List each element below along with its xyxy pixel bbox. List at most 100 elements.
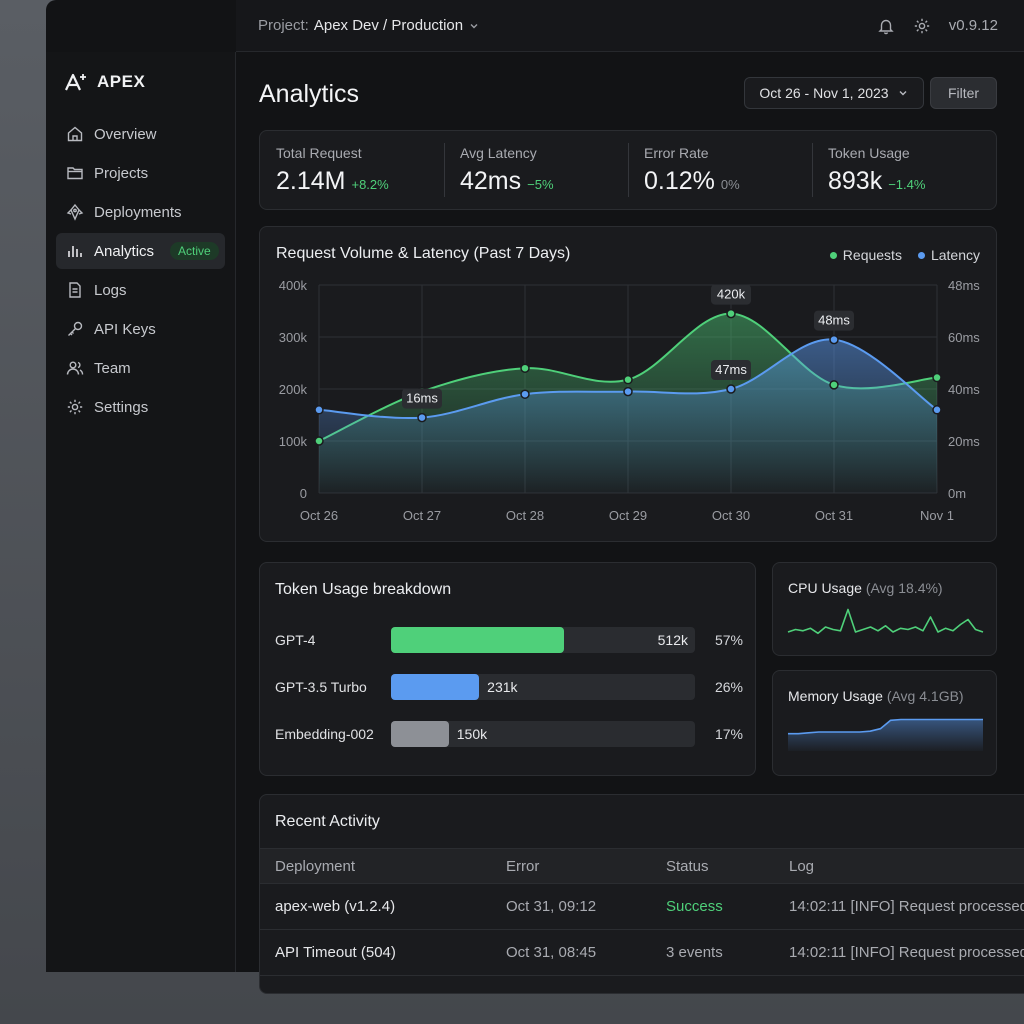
file-icon bbox=[69, 282, 81, 298]
column-header-status[interactable]: Status bbox=[666, 858, 709, 875]
token-bar-track: 231k bbox=[391, 674, 695, 700]
cpu-avg: (Avg 18.4%) bbox=[865, 580, 943, 596]
y-left-tick-label: 0 bbox=[300, 486, 307, 501]
stat-error-rate: Error Rate 0.12% 0% bbox=[628, 131, 812, 209]
sidebar: APEX Overview Projects Deployments Analy… bbox=[46, 52, 236, 972]
token-usage-title: Token Usage breakdown bbox=[275, 581, 452, 598]
cpu-title: CPU Usage bbox=[788, 580, 862, 596]
memory-usage-card: Memory Usage (Avg 4.1GB) bbox=[772, 670, 997, 776]
main-content: Analytics Oct 26 - Nov 1, 2023 Filter To… bbox=[236, 52, 1024, 994]
cell-log: 14:02:11 [INFO] Request processed bbox=[789, 944, 1024, 961]
sidebar-item-projects[interactable]: Projects bbox=[56, 155, 225, 191]
sidebar-item-overview[interactable]: Overview bbox=[56, 116, 225, 152]
chevron-down-icon bbox=[470, 23, 478, 28]
y-left-tick-label: 400k bbox=[279, 278, 308, 293]
data-point-requests bbox=[932, 372, 942, 383]
request-latency-chart-card: Request Volume & Latency (Past 7 Days) R… bbox=[259, 226, 997, 542]
column-header-error[interactable]: Error bbox=[506, 858, 540, 875]
column-header-deployment[interactable]: Deployment bbox=[275, 858, 356, 875]
gear-icon[interactable] bbox=[913, 17, 931, 35]
sidebar-item-label: Logs bbox=[94, 281, 127, 299]
cell-error: Oct 31, 09:12 bbox=[506, 898, 597, 915]
token-bar-fill bbox=[391, 721, 449, 747]
sidebar-item-analytics[interactable]: Analytics Active bbox=[56, 233, 225, 269]
stat-total-request: Total Request 2.14M +8.2% bbox=[260, 131, 444, 209]
cpu-usage-card: CPU Usage (Avg 18.4%) bbox=[772, 562, 997, 656]
app-logo[interactable]: APEX bbox=[46, 52, 235, 112]
annotation-label: 420k bbox=[717, 287, 746, 302]
token-usage-row: GPT-4 512k 57% bbox=[275, 626, 743, 654]
memory-sparkline-area bbox=[788, 719, 983, 751]
top-bar: Project: Apex Dev / Production v0.9.12 bbox=[236, 0, 1024, 52]
data-point-requests bbox=[623, 374, 633, 385]
data-point-latency bbox=[726, 384, 736, 394]
bar-chart-icon bbox=[68, 246, 82, 257]
stat-value: 42ms bbox=[460, 167, 522, 195]
annotation-box bbox=[711, 284, 751, 305]
filter-button[interactable]: Filter bbox=[930, 77, 997, 109]
memory-usage-title: Memory Usage (Avg 4.1GB) bbox=[788, 688, 964, 704]
apex-logo-icon bbox=[65, 73, 86, 91]
version-label: v0.9.12 bbox=[948, 17, 998, 34]
page-title: Analytics bbox=[259, 80, 360, 108]
legend-requests[interactable]: Requests bbox=[829, 247, 902, 263]
legend-dot-latency bbox=[917, 251, 925, 259]
y-right-tick-label: 40ms bbox=[948, 382, 980, 397]
bell-icon[interactable] bbox=[877, 17, 895, 35]
sidebar-item-label: Projects bbox=[94, 164, 149, 182]
sidebar-item-logs[interactable]: Logs bbox=[56, 272, 225, 308]
data-point-requests bbox=[520, 363, 530, 373]
project-label: Project: bbox=[258, 17, 309, 34]
sidebar-item-settings[interactable]: Settings bbox=[56, 389, 225, 425]
cpu-usage-title: CPU Usage (Avg 18.4%) bbox=[788, 580, 943, 596]
y-right-tick-label: 60ms bbox=[948, 330, 980, 345]
memory-sparkline bbox=[788, 718, 983, 751]
table-row[interactable]: apex-web (v1.2.4) Oct 31, 09:12 Success … bbox=[260, 884, 1024, 930]
cell-error: Oct 31, 08:45 bbox=[506, 944, 597, 961]
token-model-name: GPT-4 bbox=[275, 632, 316, 648]
chart-title: Request Volume & Latency (Past 7 Days) bbox=[276, 245, 571, 262]
y-right-tick-label: 48ms bbox=[948, 278, 980, 293]
token-percent: 57% bbox=[714, 632, 743, 648]
cell-status: 3 events bbox=[666, 944, 723, 961]
project-selector[interactable]: Project: Apex Dev / Production bbox=[258, 17, 480, 34]
stat-delta: +8.2% bbox=[351, 177, 389, 192]
rocket-icon bbox=[66, 203, 84, 221]
date-range-picker[interactable]: Oct 26 - Nov 1, 2023 bbox=[744, 77, 924, 109]
table-header: Deployment Error Status Log bbox=[260, 848, 1024, 884]
sidebar-item-label: Deployments bbox=[94, 203, 182, 221]
stat-label: Token Usage bbox=[828, 145, 910, 161]
token-model-name: Embedding-002 bbox=[275, 726, 374, 742]
token-percent: 17% bbox=[714, 726, 743, 742]
stat-label: Error Rate bbox=[644, 145, 709, 161]
users-icon bbox=[66, 361, 84, 375]
legend-label: Latency bbox=[930, 247, 980, 263]
token-model-name: GPT-3.5 Turbo bbox=[275, 679, 367, 695]
sidebar-item-label: Team bbox=[94, 359, 131, 377]
stat-value: 893k bbox=[828, 167, 883, 195]
sidebar-item-team[interactable]: Team bbox=[56, 350, 225, 386]
x-tick-label: Nov 1 bbox=[920, 508, 954, 523]
chart-legend: Requests Latency bbox=[829, 247, 980, 263]
legend-dot-requests bbox=[829, 251, 837, 259]
token-bar-fill bbox=[391, 674, 480, 700]
recent-activity-title: Recent Activity bbox=[275, 813, 380, 830]
series-area-latency bbox=[319, 339, 937, 493]
token-usage-row: GPT-3.5 Turbo 231k 26% bbox=[275, 673, 743, 701]
legend-latency[interactable]: Latency bbox=[917, 247, 980, 263]
table-row[interactable]: API Timeout (504) Oct 31, 08:45 3 events… bbox=[260, 930, 1024, 976]
date-range-label: Oct 26 - Nov 1, 2023 bbox=[759, 85, 889, 101]
token-usage-row: Embedding-002 150k 17% bbox=[275, 720, 743, 748]
stat-value: 0.12% bbox=[644, 167, 715, 195]
data-point-latency bbox=[417, 412, 427, 423]
token-percent: 26% bbox=[714, 679, 743, 695]
column-header-log[interactable]: Log bbox=[789, 858, 815, 875]
data-point-requests bbox=[314, 436, 324, 446]
request-latency-chart: 0 0m 100k 20ms 200k 40ms 300k 60ms 400k 48ms Oct 2… bbox=[279, 278, 980, 523]
x-tick-label: Oct 27 bbox=[403, 508, 441, 523]
y-right-tick-label: 0m bbox=[948, 486, 966, 501]
sidebar-item-api-keys[interactable]: API Keys bbox=[56, 311, 225, 347]
token-bar-track: 512k bbox=[391, 627, 695, 653]
sidebar-item-deployments[interactable]: Deployments bbox=[56, 194, 225, 230]
x-tick-label: Oct 29 bbox=[609, 508, 647, 523]
